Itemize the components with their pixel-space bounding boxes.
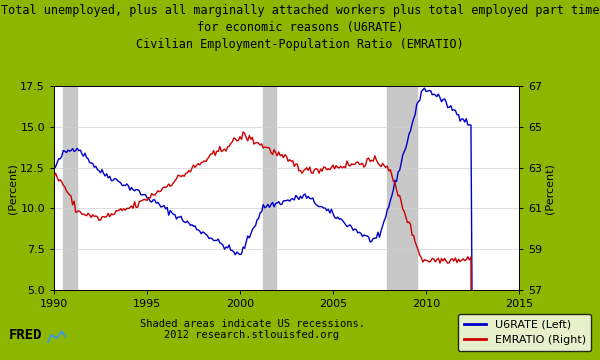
Bar bbox=[263, 86, 276, 290]
Bar bbox=[63, 86, 77, 290]
Bar bbox=[388, 86, 416, 290]
Text: FRED: FRED bbox=[8, 328, 42, 342]
Text: Total unemployed, plus all marginally attached workers plus total employed part : Total unemployed, plus all marginally at… bbox=[1, 4, 599, 51]
Legend: U6RATE (Left), EMRATIO (Right): U6RATE (Left), EMRATIO (Right) bbox=[458, 314, 592, 351]
Y-axis label: (Percent): (Percent) bbox=[545, 163, 555, 213]
Text: Shaded areas indicate US recessions.
2012 research.stlouisfed.org: Shaded areas indicate US recessions. 201… bbox=[139, 319, 365, 340]
Y-axis label: (Percent): (Percent) bbox=[7, 163, 17, 213]
